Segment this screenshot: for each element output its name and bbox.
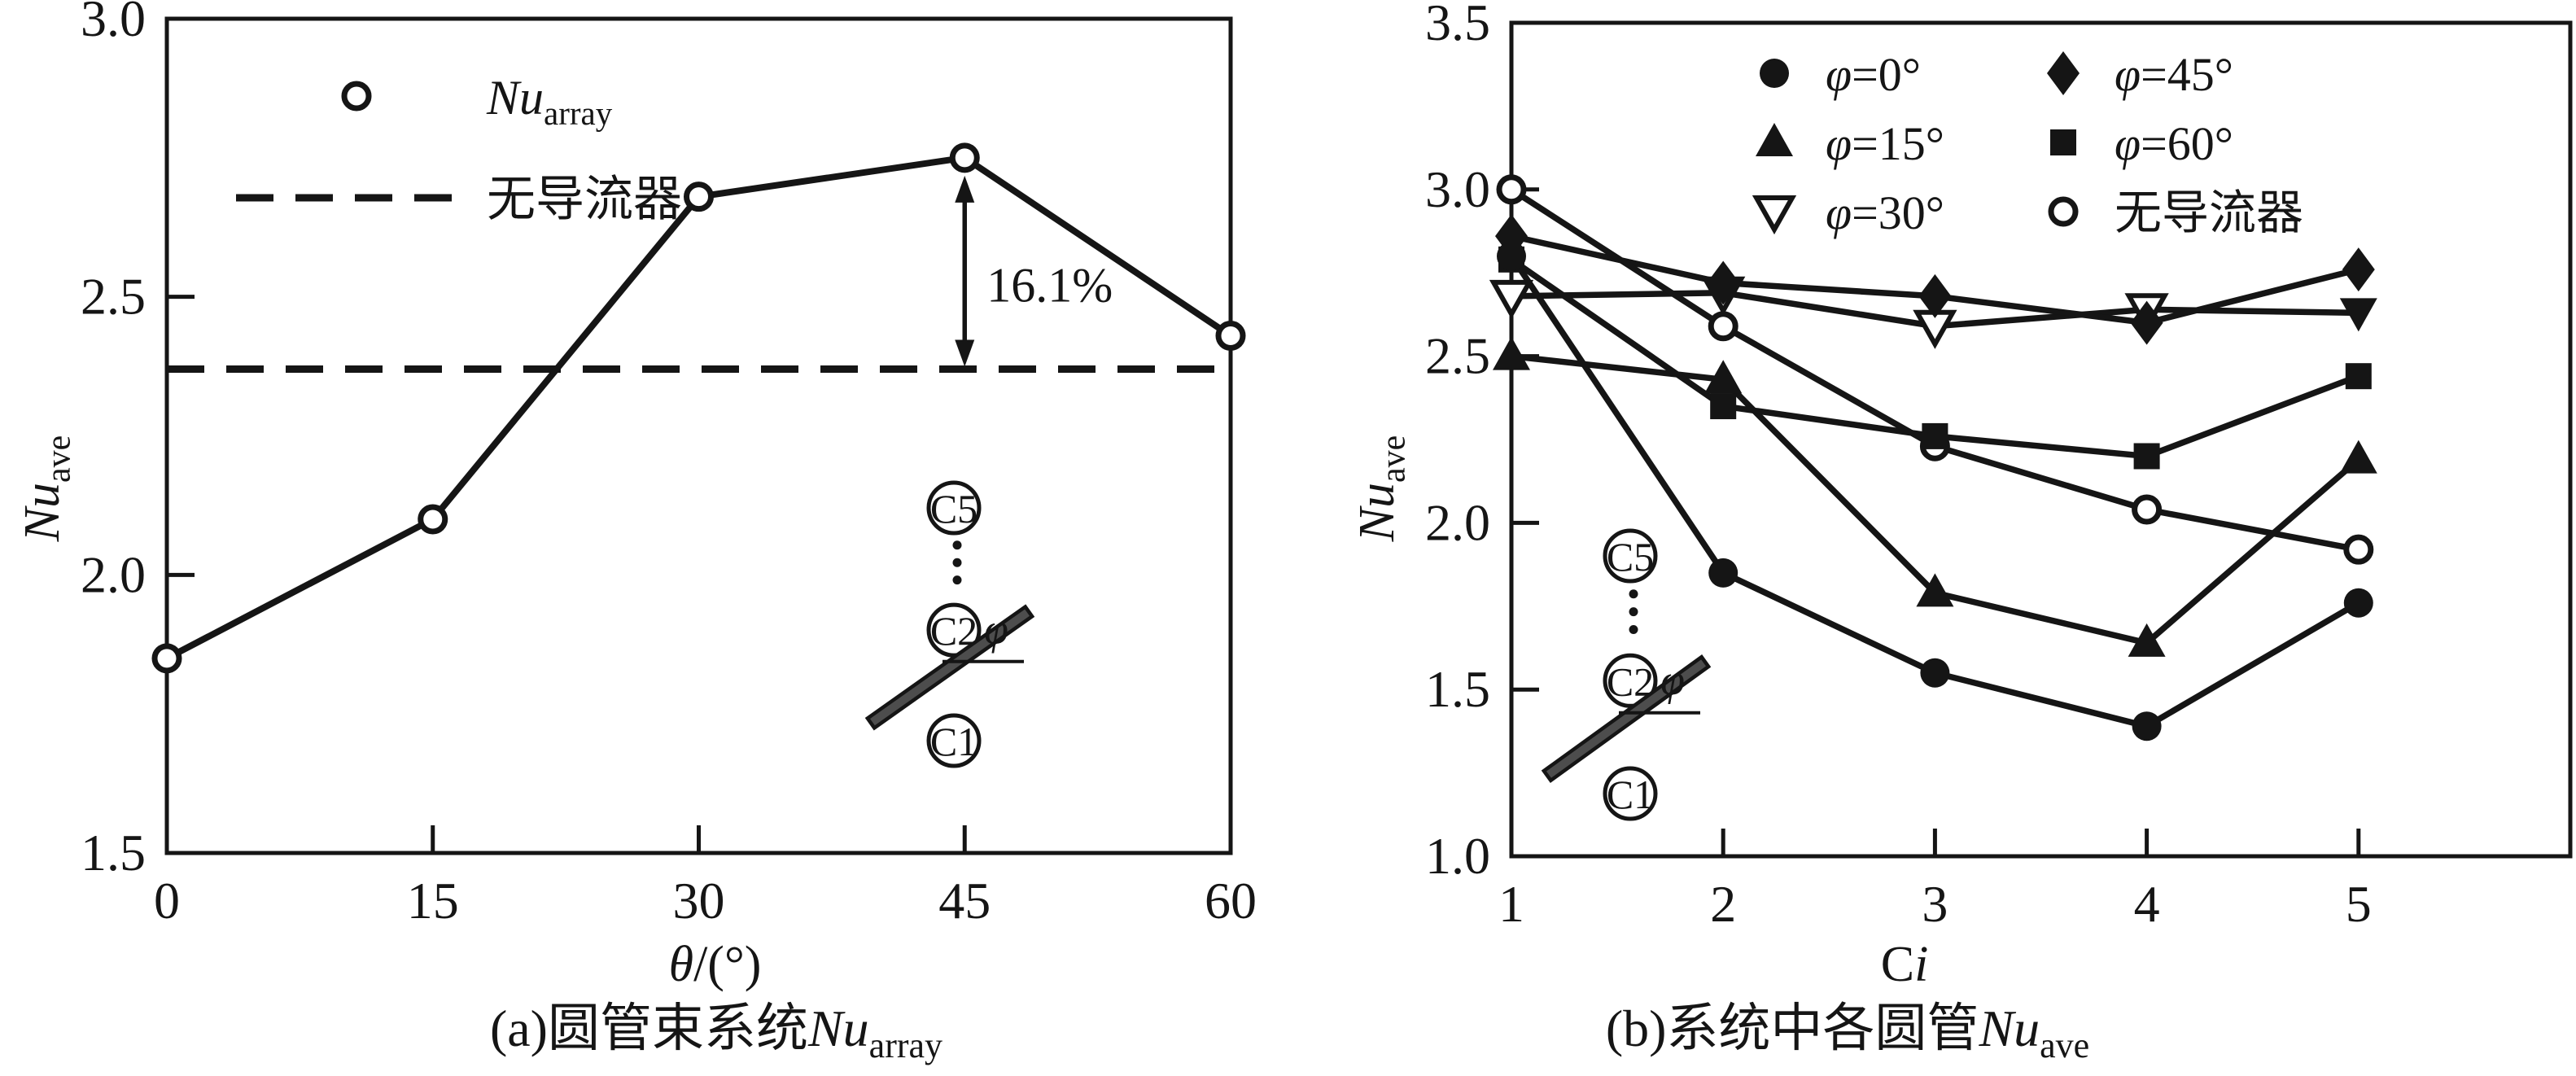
data-point-marker: [1708, 558, 1738, 588]
data-point-marker: [949, 142, 980, 173]
data-point-marker: [2130, 300, 2163, 345]
ellipsis-dot: [1629, 625, 1638, 635]
data-point-marker: [1916, 573, 1954, 607]
y-axis-title-a: Nuave: [15, 435, 78, 543]
tube-label-c5: C5: [930, 486, 977, 531]
annotation-arrow-head-down: [955, 339, 975, 367]
y-axis-tick-label: 2.5: [1425, 327, 1490, 385]
legend-marker-2: [1756, 123, 1793, 156]
data-point-marker: [1496, 174, 1527, 205]
legend-marker-nu-array: [341, 81, 372, 112]
tube-circle-c5: [1603, 528, 1658, 584]
y-axis-tick-label: 1.0: [1425, 827, 1490, 885]
tube-circle-c1: [1603, 766, 1658, 821]
data-point-marker: [2132, 494, 2163, 525]
legend-label-2: φ=15°: [1826, 117, 1944, 170]
legend-marker-0: [1760, 59, 1789, 88]
data-point-marker: [1707, 260, 1740, 305]
x-axis-tick-label: 5: [2346, 875, 2372, 933]
x-axis-tick-label: 30: [673, 872, 725, 929]
legend-label-3: φ=60°: [2115, 117, 2233, 170]
caption-a: (a)圆管束系统Nuarray: [490, 999, 942, 1065]
panel-a: 1.5 2.0 2.5 3.0 0 15 30 45 60 16.1% Nuarray 无导流器 C5 C…: [15, 0, 1257, 1065]
x-axis-tick-label: 2: [1710, 875, 1736, 933]
ellipsis-dot: [1629, 607, 1638, 617]
y-axis-title-b: Nuave: [1349, 435, 1413, 543]
y-axis-tick-label: 2.5: [81, 268, 146, 326]
ellipsis-dot: [1629, 589, 1638, 599]
x-axis-tick-label: 1: [1498, 875, 1524, 933]
data-point-marker: [1215, 321, 1246, 351]
data-point-marker: [1920, 658, 1950, 688]
x-axis-title-a: θ/(°): [669, 937, 762, 992]
x-axis-tick-label: 4: [2134, 875, 2160, 933]
legend-label-4: φ=30°: [1826, 186, 1944, 239]
panel-b: 1.0 1.5 2.0 2.5 3.0 3.5 1 2 3 4 5 φ=0° φ=45° φ=15° φ=6…: [1349, 0, 2573, 1065]
ellipsis-dot: [952, 575, 962, 585]
x-axis-tick-label: 15: [407, 872, 459, 929]
plot-frame: [164, 16, 1233, 855]
ellipsis-dot: [952, 558, 962, 567]
angle-phi-label: φ: [1660, 656, 1685, 705]
legend-label-1: φ=45°: [2115, 48, 2233, 101]
caption-b: (b)系统中各圆管Nuave: [1606, 999, 2089, 1065]
data-point-marker: [2132, 711, 2162, 741]
data-point-marker: [2128, 623, 2166, 657]
x-axis-tick-label: 0: [154, 872, 180, 929]
ellipsis-dot: [952, 540, 962, 550]
legend-label-nu-array: Nuarray: [486, 71, 613, 132]
x-axis-title-b: Ci: [1881, 937, 1929, 992]
data-point-marker: [1493, 336, 1530, 370]
y-axis-tick-label: 2.0: [1425, 493, 1490, 551]
legend-label-0: φ=0°: [1826, 48, 1921, 101]
data-point-marker: [1704, 360, 1743, 394]
x-axis-tick-label: 45: [938, 872, 991, 929]
x-axis-tick-label: 60: [1205, 872, 1257, 929]
legend-label-no-deflector: 无导流器: [487, 173, 682, 226]
y-axis-tick-label: 2.0: [81, 545, 146, 603]
data-point-marker: [151, 643, 182, 674]
data-point-marker: [2343, 588, 2373, 618]
data-point-marker: [2339, 298, 2377, 332]
data-point-marker: [684, 182, 714, 212]
data-point-marker: [418, 504, 448, 535]
tube-label-c5: C5: [1607, 534, 1654, 580]
legend-marker-1: [2047, 51, 2080, 95]
nu-array-series-line: [165, 154, 1233, 662]
data-point-marker: [2133, 443, 2160, 470]
deflector-bar: [870, 609, 1030, 726]
y-axis-tick-label: 3.0: [1425, 160, 1490, 218]
y-axis-tick-label: 1.5: [1425, 660, 1490, 718]
y-axis-tick-label: 3.0: [81, 0, 146, 47]
data-point-marker: [2342, 247, 2375, 292]
data-point-marker: [2345, 363, 2372, 390]
legend-label-5: 无导流器: [2115, 186, 2303, 239]
legend-marker-3: [2050, 129, 2076, 155]
data-point-marker: [2343, 534, 2374, 565]
angle-phi-label: φ: [984, 605, 1008, 654]
tube-circle-c5: [926, 480, 982, 536]
legend-marker-4: [1752, 195, 1797, 235]
tube-label-c1: C1: [1607, 772, 1654, 817]
data-point-marker: [1922, 422, 1948, 449]
tube-circle-c1: [926, 713, 982, 768]
data-point-marker: [1708, 311, 1738, 342]
data-point-marker: [2339, 440, 2377, 474]
plot-frame: [1509, 20, 2573, 859]
y-axis-tick-label: 1.5: [81, 824, 146, 881]
x-axis-tick-label: 3: [1922, 875, 1948, 933]
deflector-bar: [1546, 659, 1706, 778]
data-point-marker: [1918, 273, 1952, 318]
tube-circle-c2: [1603, 653, 1658, 708]
y-axis-tick-label: 3.5: [1425, 0, 1490, 51]
tube-label-c1: C1: [930, 719, 977, 764]
annotation-arrow-head-up: [955, 175, 975, 203]
data-point-marker: [1710, 393, 1737, 420]
data-point-marker: [1495, 214, 1528, 259]
legend-marker-5: [2048, 196, 2079, 227]
annotation-percent-label: 16.1%: [986, 259, 1113, 313]
data-point-marker: [1489, 279, 1534, 319]
